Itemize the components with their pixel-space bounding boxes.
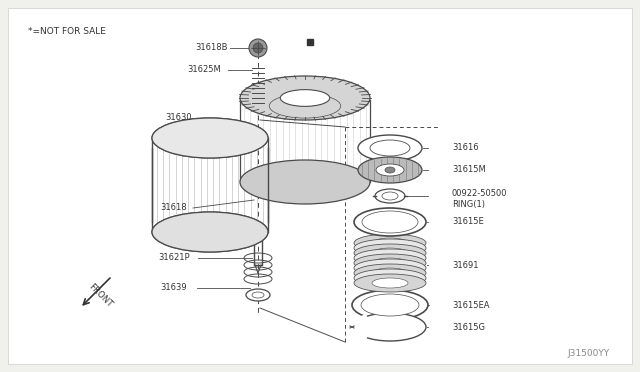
Ellipse shape: [354, 313, 426, 341]
Ellipse shape: [280, 90, 330, 106]
Text: 31615M: 31615M: [452, 166, 486, 174]
Text: 31691: 31691: [452, 260, 479, 269]
Text: RING(1): RING(1): [452, 201, 485, 209]
Ellipse shape: [354, 254, 426, 272]
Ellipse shape: [354, 208, 426, 236]
Ellipse shape: [372, 268, 408, 278]
Ellipse shape: [354, 239, 426, 257]
Text: 31615G: 31615G: [452, 323, 485, 331]
Ellipse shape: [240, 76, 370, 120]
FancyBboxPatch shape: [8, 8, 632, 364]
Text: J31500YY: J31500YY: [568, 349, 610, 358]
Ellipse shape: [375, 189, 405, 203]
Ellipse shape: [152, 212, 268, 252]
Ellipse shape: [370, 140, 410, 156]
Ellipse shape: [352, 290, 428, 320]
Ellipse shape: [152, 118, 268, 158]
Ellipse shape: [240, 160, 370, 204]
Ellipse shape: [385, 167, 395, 173]
Text: 31616: 31616: [452, 144, 479, 153]
Ellipse shape: [354, 249, 426, 267]
Ellipse shape: [362, 211, 418, 233]
Text: 31618: 31618: [160, 203, 187, 212]
Ellipse shape: [163, 215, 257, 239]
Ellipse shape: [372, 248, 408, 258]
Ellipse shape: [152, 212, 268, 252]
Text: *=NOT FOR SALE: *=NOT FOR SALE: [28, 28, 106, 36]
Ellipse shape: [372, 238, 408, 248]
Text: 31618B: 31618B: [195, 44, 227, 52]
Text: 31625M: 31625M: [187, 65, 221, 74]
Ellipse shape: [152, 118, 268, 158]
Text: 31621P: 31621P: [158, 253, 189, 263]
Text: 31639: 31639: [160, 283, 187, 292]
Text: 31630: 31630: [165, 113, 191, 122]
Ellipse shape: [253, 43, 263, 53]
Ellipse shape: [168, 126, 252, 154]
Ellipse shape: [354, 269, 426, 287]
Ellipse shape: [372, 278, 408, 288]
Ellipse shape: [358, 135, 422, 161]
Ellipse shape: [249, 39, 267, 57]
Ellipse shape: [354, 264, 426, 282]
Ellipse shape: [372, 258, 408, 268]
Ellipse shape: [354, 274, 426, 292]
Text: 00922-50500: 00922-50500: [452, 189, 508, 198]
Text: 31615E: 31615E: [452, 218, 484, 227]
Ellipse shape: [354, 234, 426, 252]
Text: FRONT: FRONT: [86, 282, 114, 310]
Ellipse shape: [376, 164, 404, 176]
Text: 31615EA: 31615EA: [452, 301, 490, 310]
Ellipse shape: [361, 294, 419, 316]
Ellipse shape: [382, 192, 398, 200]
Ellipse shape: [354, 259, 426, 277]
Ellipse shape: [358, 157, 422, 183]
Ellipse shape: [246, 289, 270, 301]
Ellipse shape: [252, 292, 264, 298]
Ellipse shape: [354, 244, 426, 262]
